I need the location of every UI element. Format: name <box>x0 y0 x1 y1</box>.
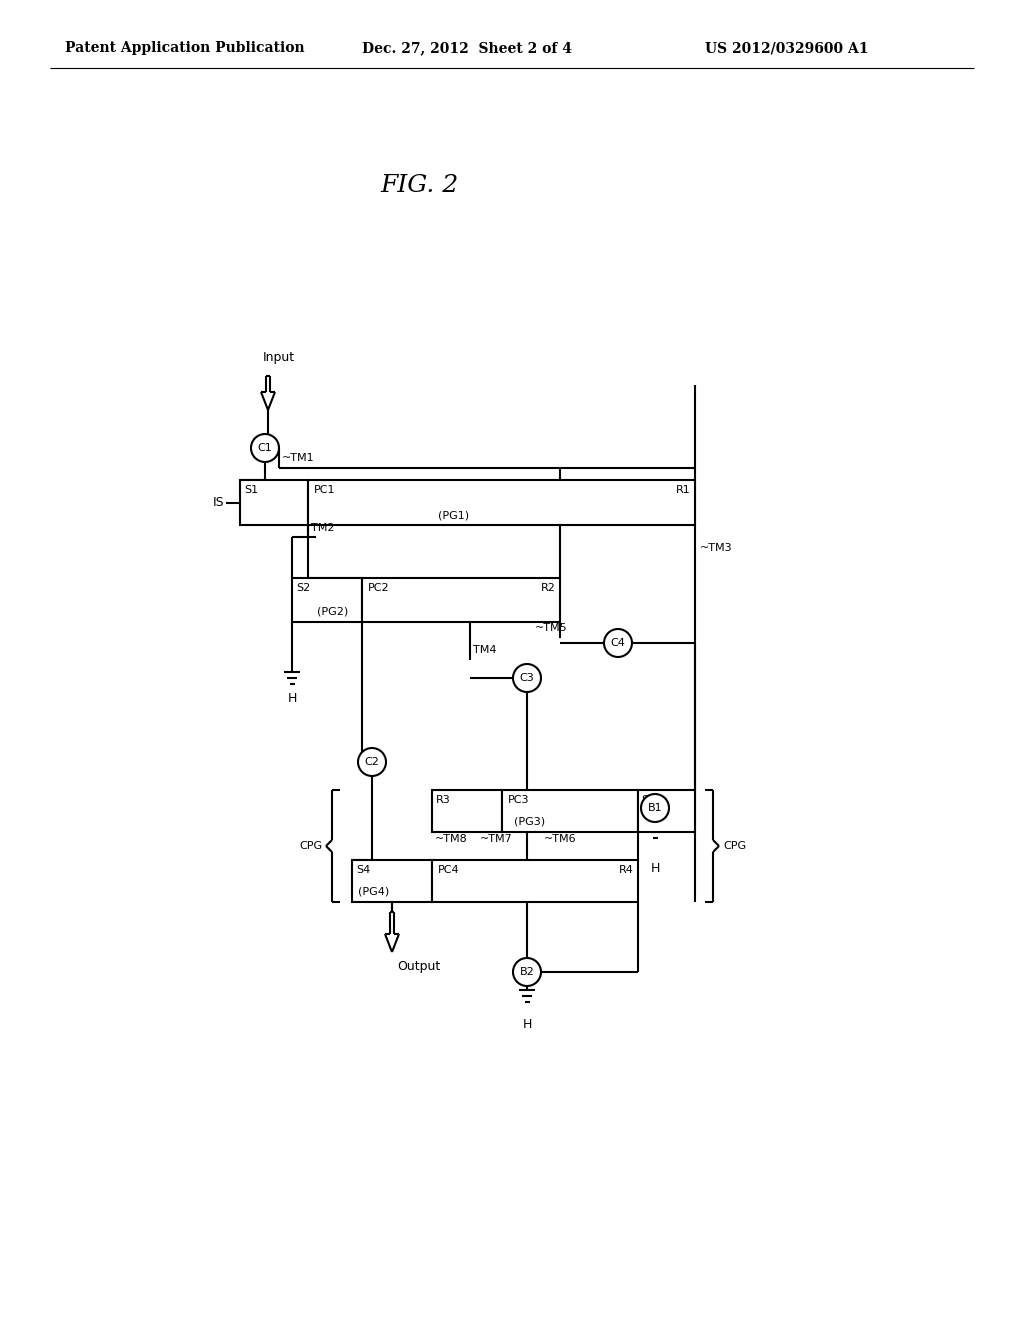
Text: H: H <box>522 1018 531 1031</box>
Circle shape <box>251 434 279 462</box>
Bar <box>432 861 638 902</box>
Text: IS: IS <box>212 496 224 510</box>
Text: Output: Output <box>397 960 440 973</box>
Text: B2: B2 <box>519 968 535 977</box>
Text: B1: B1 <box>648 803 663 813</box>
Text: TM2: TM2 <box>311 523 335 533</box>
Text: PC2: PC2 <box>368 583 389 593</box>
Text: Input: Input <box>263 351 295 364</box>
Text: ~TM5: ~TM5 <box>535 623 567 634</box>
Bar <box>352 861 432 902</box>
Text: PC4: PC4 <box>438 865 460 875</box>
Text: (PG3): (PG3) <box>514 817 545 828</box>
Text: R1: R1 <box>676 484 691 495</box>
Text: S4: S4 <box>356 865 371 875</box>
Bar <box>292 578 362 622</box>
Text: S2: S2 <box>296 583 310 593</box>
Text: R2: R2 <box>541 583 556 593</box>
Text: C4: C4 <box>610 638 626 648</box>
Text: S1: S1 <box>244 484 258 495</box>
Bar <box>240 480 308 525</box>
Circle shape <box>358 748 386 776</box>
Text: (PG4): (PG4) <box>358 887 389 898</box>
Text: CPG: CPG <box>723 841 746 851</box>
Circle shape <box>604 630 632 657</box>
Text: C2: C2 <box>365 756 380 767</box>
Text: ~TM7: ~TM7 <box>480 834 513 843</box>
Text: H: H <box>650 862 659 874</box>
Bar <box>502 789 638 832</box>
Text: H: H <box>288 692 297 705</box>
Circle shape <box>513 664 541 692</box>
Text: Patent Application Publication: Patent Application Publication <box>65 41 304 55</box>
Text: S3: S3 <box>641 795 655 805</box>
Text: ~TM1: ~TM1 <box>282 453 314 463</box>
Circle shape <box>641 795 669 822</box>
Text: ~TM3: ~TM3 <box>700 543 732 553</box>
Text: ~TM8: ~TM8 <box>435 834 468 843</box>
Text: PC1: PC1 <box>314 484 336 495</box>
Text: (PG1): (PG1) <box>438 510 469 520</box>
Text: US 2012/0329600 A1: US 2012/0329600 A1 <box>705 41 868 55</box>
Text: C3: C3 <box>519 673 535 682</box>
Text: CPG: CPG <box>299 841 322 851</box>
Bar <box>362 578 560 622</box>
Text: (PG2): (PG2) <box>317 607 348 616</box>
Bar <box>638 789 695 832</box>
Text: FIG. 2: FIG. 2 <box>381 173 459 197</box>
Text: ~TM6: ~TM6 <box>544 834 577 843</box>
Text: C1: C1 <box>258 444 272 453</box>
Text: PC3: PC3 <box>508 795 529 805</box>
Circle shape <box>513 958 541 986</box>
Text: R4: R4 <box>620 865 634 875</box>
Bar <box>308 480 695 525</box>
Text: Dec. 27, 2012  Sheet 2 of 4: Dec. 27, 2012 Sheet 2 of 4 <box>362 41 572 55</box>
Text: TM4: TM4 <box>473 645 497 655</box>
Bar <box>432 789 502 832</box>
Text: R3: R3 <box>436 795 451 805</box>
